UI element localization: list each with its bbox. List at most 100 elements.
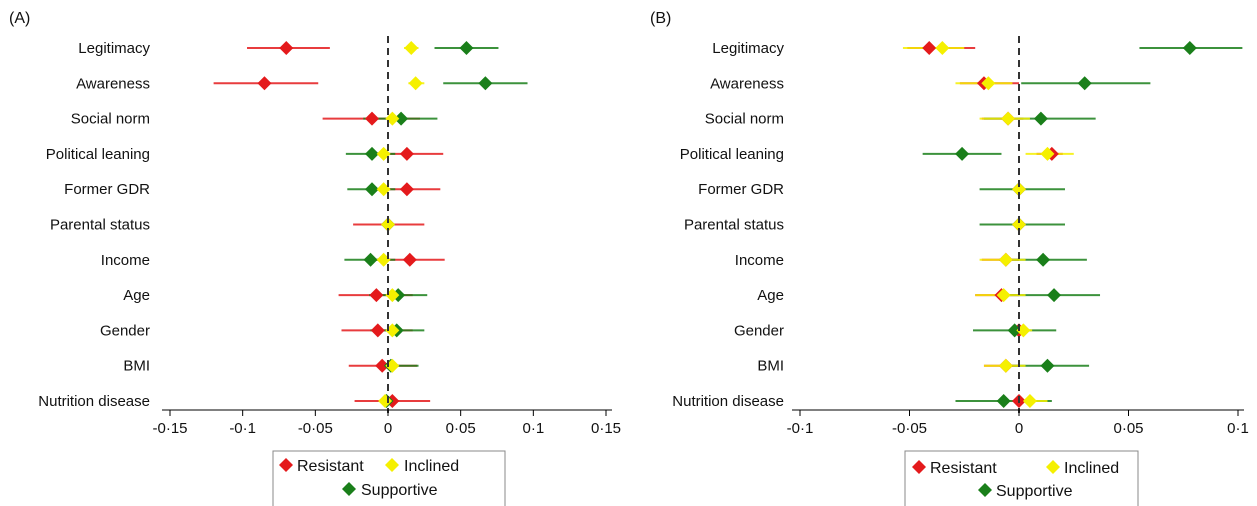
row-label-social-norm: Social norm [71, 111, 150, 128]
legend-supportive-marker [978, 483, 992, 497]
supportive-marker-age [1047, 288, 1062, 303]
legend-resistant-label: Resistant [297, 458, 364, 475]
legend-inclined-marker [1046, 460, 1060, 474]
inclined-marker-income [376, 252, 391, 267]
legend-resistant-label: Resistant [930, 460, 997, 477]
x-tick-label: 0·1 [1227, 420, 1249, 437]
row-label-political-leaning: Political leaning [680, 146, 784, 163]
x-tick-label: 0 [1015, 420, 1023, 437]
panel-b: (B) Legitimacy Awareness Social norm Politi… [650, 10, 1249, 506]
inclined-marker-parental-status [381, 217, 395, 232]
legend-supportive-label: Supportive [996, 483, 1073, 500]
panel-a-row-labels: Legitimacy Awareness Social norm Political … [38, 40, 150, 410]
supportive-marker-income [363, 252, 378, 267]
legend-inclined-label: Inclined [404, 458, 459, 475]
supportive-marker-former-gdr [365, 182, 380, 197]
inclined-marker-legitimacy [404, 41, 419, 55]
row-label-awareness: Awareness [710, 75, 784, 92]
supportive-marker-social-norm [1033, 111, 1048, 126]
resistant-marker-political-leaning [399, 146, 414, 161]
row-label-age: Age [757, 287, 784, 304]
legend-resistant-marker [912, 460, 926, 474]
inclined-marker-bmi [998, 358, 1013, 373]
row-label-former-gdr: Former GDR [698, 181, 784, 198]
x-tick-label: -0·1 [229, 420, 256, 437]
row-label-parental-status: Parental status [50, 217, 150, 234]
supportive-marker-political-leaning [365, 146, 380, 161]
resistant-marker-legitimacy [922, 41, 937, 55]
x-tick-label: 0·1 [522, 420, 544, 437]
row-label-bmi: BMI [757, 358, 784, 375]
resistant-marker-age [369, 288, 384, 303]
row-label-gender: Gender [734, 322, 784, 339]
supportive-marker-awareness [478, 76, 493, 91]
inclined-marker-age [996, 288, 1011, 303]
legend-supportive-label: Supportive [361, 482, 438, 499]
supportive-marker-income [1036, 252, 1051, 267]
supportive-marker-political-leaning [955, 146, 970, 161]
supportive-marker-bmi [1040, 358, 1055, 373]
x-tick-label: 0·05 [446, 420, 476, 437]
row-label-social-norm: Social norm [705, 111, 784, 128]
supportive-marker-awareness [1077, 76, 1092, 91]
resistant-marker-former-gdr [399, 182, 414, 197]
supportive-marker-social-norm [394, 111, 409, 126]
row-label-income: Income [735, 252, 784, 269]
row-label-income: Income [101, 252, 150, 269]
panel-a: (A) Legitimacy Awareness Social norm Politi… [9, 10, 621, 506]
x-tick-label: 0 [384, 420, 392, 437]
row-label-parental-status: Parental status [684, 217, 784, 234]
panel-a-marks [213, 41, 528, 408]
row-label-gender: Gender [100, 322, 150, 339]
supportive-marker-legitimacy [1182, 41, 1197, 55]
panel-a-label: (A) [9, 10, 30, 27]
legend-inclined-marker [385, 458, 399, 472]
inclined-marker-political-leaning [1040, 146, 1055, 161]
inclined-marker-former-gdr [1012, 182, 1026, 197]
x-tick-label: 0·05 [1113, 420, 1143, 437]
legend-resistant-marker [279, 458, 293, 472]
panel-a-x-ticks: -0·15 -0·1 -0·05 0 0·05 0·1 0·15 [152, 410, 621, 437]
inclined-marker-social-norm [1001, 111, 1016, 126]
x-tick-label: -0·05 [892, 420, 927, 437]
inclined-marker-nutrition-disease [1022, 394, 1037, 408]
panel-b-row-labels: Legitimacy Awareness Social norm Political … [672, 40, 784, 410]
x-tick-label: -0·15 [152, 420, 187, 437]
panel-b-x-ticks: -0·1 -0·05 0 0·05 0·1 [787, 410, 1249, 437]
panel-a-legend-box [272, 450, 506, 506]
supportive-marker-legitimacy [459, 41, 474, 55]
resistant-marker-awareness [257, 76, 272, 91]
panel-b-legend-box [904, 450, 1139, 506]
resistant-marker-legitimacy [279, 41, 294, 55]
inclined-marker-legitimacy [935, 41, 950, 55]
row-label-awareness: Awareness [76, 75, 150, 92]
legend-inclined-label: Inclined [1064, 460, 1119, 477]
inclined-marker-income [998, 252, 1013, 267]
row-label-bmi: BMI [123, 358, 150, 375]
x-tick-label: -0·05 [298, 420, 333, 437]
row-label-nutrition-disease: Nutrition disease [672, 393, 784, 410]
resistant-marker-bmi [375, 358, 390, 373]
supportive-marker-nutrition-disease [996, 394, 1011, 408]
resistant-marker-social-norm [365, 111, 380, 126]
panel-b-marks [902, 41, 1243, 408]
resistant-marker-gender [370, 323, 385, 338]
legend-supportive-marker [342, 482, 356, 496]
panel-a-legend: Resistant Inclined Supportive [272, 450, 506, 506]
inclined-marker-nutrition-disease [378, 394, 393, 408]
inclined-marker-awareness [981, 76, 996, 91]
panel-b-label: (B) [650, 10, 671, 27]
row-label-former-gdr: Former GDR [64, 181, 150, 198]
row-label-nutrition-disease: Nutrition disease [38, 393, 150, 410]
panel-b-legend: Resistant Inclined Supportive [904, 450, 1139, 506]
row-label-legitimacy: Legitimacy [712, 40, 784, 57]
x-tick-label: -0·1 [787, 420, 814, 437]
resistant-marker-income [402, 252, 417, 267]
inclined-marker-parental-status [1012, 217, 1026, 232]
inclined-marker-awareness [408, 76, 423, 91]
row-label-age: Age [123, 287, 150, 304]
row-label-political-leaning: Political leaning [46, 146, 150, 163]
row-label-legitimacy: Legitimacy [78, 40, 150, 57]
x-tick-label: 0·15 [591, 420, 621, 437]
